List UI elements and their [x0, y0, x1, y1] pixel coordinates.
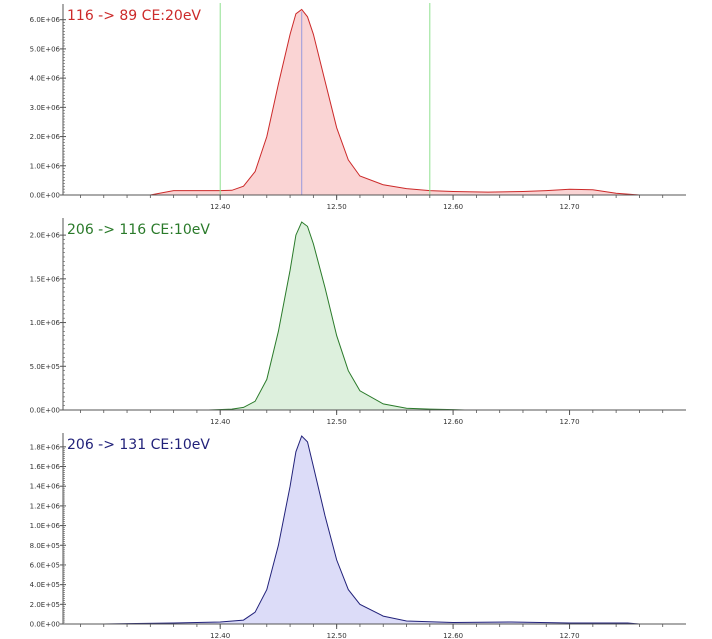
- peak-area: [208, 222, 465, 410]
- y-tick-label: 1.2E+06: [30, 502, 61, 510]
- chart-panel-1: 0.0E+00 1.0E+06 2.0E+06 3.0E+06 4.0E+06 5.0E+…: [30, 3, 686, 211]
- x-tick-label: 12.40: [210, 632, 230, 639]
- y-tick-label: 1.0E+06: [30, 319, 61, 327]
- x-tick-label: 12.60: [443, 418, 463, 426]
- x-tick-label: 12.50: [327, 632, 347, 639]
- trace-line: [208, 221, 465, 411]
- peak-area: [103, 436, 640, 624]
- y-tick-label: 0.0E+00: [30, 407, 60, 415]
- panel-title: 116 -> 89 CE:20eV: [67, 8, 201, 24]
- trace-line: [103, 8, 640, 196]
- y-tick-label: 4.0E+05: [30, 581, 60, 589]
- y-tick-label: 1.8E+06: [30, 443, 61, 451]
- x-tick-label: 12.70: [560, 418, 580, 426]
- x-tick-label: 12.60: [443, 203, 463, 211]
- y-tick-label: 1.4E+06: [30, 483, 61, 491]
- y-tick-label: 2.0E+06: [30, 232, 61, 240]
- y-tick-label: 5.0E+06: [30, 45, 61, 53]
- y-tick-label: 1.5E+06: [30, 275, 61, 283]
- x-tick-label: 12.50: [327, 203, 347, 211]
- chart-panel-3: 0.0E+00 2.0E+05 4.0E+05 6.0E+05 8.0E+05 1.0E+…: [30, 433, 686, 639]
- y-tick-label: 0.0E+00: [30, 192, 60, 200]
- trace-line: [103, 435, 640, 625]
- x-tick-label: 12.60: [443, 632, 463, 639]
- y-tick-label: 5.0E+05: [30, 363, 60, 371]
- x-tick-label: 12.40: [210, 418, 230, 426]
- x-tick-label: 12.50: [327, 418, 347, 426]
- y-tick-label: 0.0E+00: [30, 621, 60, 629]
- panel-title: 206 -> 131 CE:10eV: [67, 437, 210, 453]
- y-tick-label: 4.0E+06: [30, 75, 61, 83]
- y-tick-label: 1.6E+06: [30, 463, 61, 471]
- y-tick-label: 2.0E+06: [30, 133, 61, 141]
- x-tick-label: 12.70: [560, 203, 580, 211]
- x-tick-label: 12.70: [560, 632, 580, 639]
- y-tick-label: 6.0E+05: [30, 561, 60, 569]
- x-tick-label: 12.40: [210, 203, 230, 211]
- panel-title: 206 -> 116 CE:10eV: [67, 222, 210, 238]
- y-tick-label: 8.0E+05: [30, 542, 60, 550]
- peak-area: [103, 9, 640, 195]
- y-tick-label: 6.0E+06: [30, 16, 61, 24]
- y-tick-label: 3.0E+06: [30, 104, 61, 112]
- y-tick-label: 1.0E+06: [30, 162, 61, 170]
- y-tick-label: 1.0E+06: [30, 522, 61, 530]
- chart-panel-2: 0.0E+00 5.0E+05 1.0E+06 1.5E+06 2.0E+06 12.40…: [30, 218, 686, 426]
- y-tick-label: 2.0E+05: [30, 601, 60, 609]
